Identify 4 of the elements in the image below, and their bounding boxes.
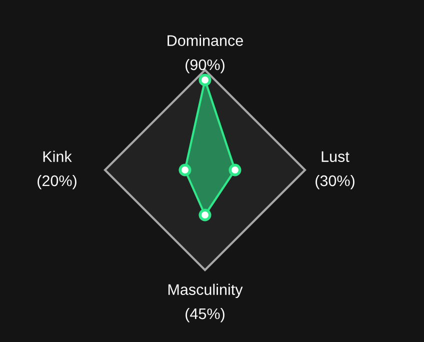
spoke-label: Dominance (90%): [168, 34, 243, 74]
spoke-label: Masculinity (45%): [168, 284, 243, 322]
spoke-label: Lust (30%): [316, 151, 354, 190]
spoke-label: Kink (20%): [38, 150, 76, 190]
